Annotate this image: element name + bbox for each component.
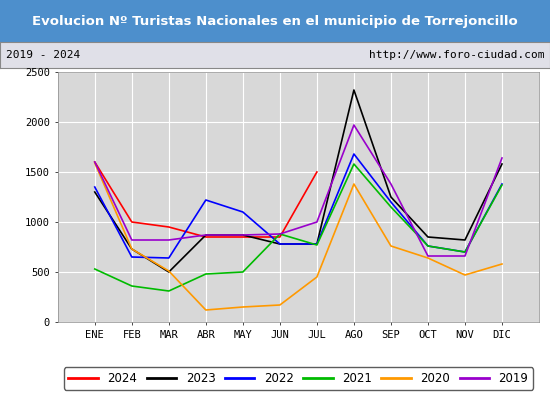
Text: 2019 - 2024: 2019 - 2024 <box>6 50 80 60</box>
Text: http://www.foro-ciudad.com: http://www.foro-ciudad.com <box>369 50 544 60</box>
Text: Evolucion Nº Turistas Nacionales en el municipio de Torrejoncillo: Evolucion Nº Turistas Nacionales en el m… <box>32 14 518 28</box>
Legend: 2024, 2023, 2022, 2021, 2020, 2019: 2024, 2023, 2022, 2021, 2020, 2019 <box>64 368 533 390</box>
